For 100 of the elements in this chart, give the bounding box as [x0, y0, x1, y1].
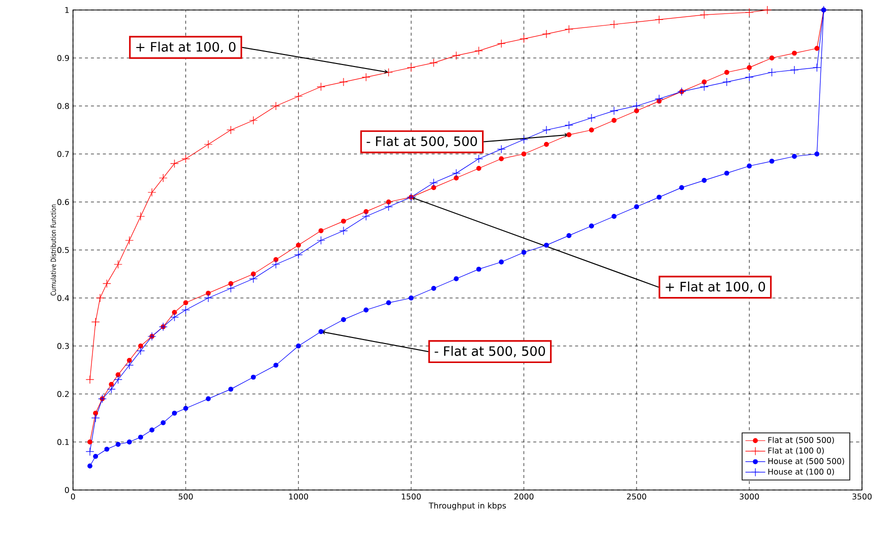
point — [612, 214, 617, 219]
point — [93, 410, 98, 416]
point — [126, 439, 132, 444]
point — [362, 212, 370, 221]
point — [792, 50, 797, 56]
point — [204, 294, 213, 302]
point — [249, 116, 258, 125]
point — [204, 140, 213, 149]
point — [724, 70, 730, 75]
point — [226, 126, 236, 134]
point — [362, 72, 370, 82]
point — [724, 170, 730, 176]
point — [316, 82, 326, 92]
point — [114, 260, 122, 269]
point — [170, 159, 179, 168]
annotation: + Flat at 100, 0 — [136, 42, 236, 54]
point — [406, 63, 416, 72]
point — [656, 194, 662, 200]
point — [125, 236, 134, 245]
point — [544, 142, 549, 147]
point — [763, 6, 772, 14]
point — [564, 120, 574, 130]
point — [316, 236, 326, 245]
point — [181, 306, 190, 314]
point — [814, 46, 820, 51]
point — [474, 154, 484, 164]
point — [722, 78, 732, 86]
point — [384, 68, 393, 77]
point — [566, 132, 572, 138]
point — [136, 212, 145, 221]
point — [172, 410, 177, 416]
point — [250, 271, 256, 276]
point — [250, 374, 256, 380]
point — [429, 58, 438, 68]
point — [431, 185, 436, 190]
point — [610, 20, 618, 29]
point — [183, 406, 188, 411]
point — [610, 106, 618, 116]
point — [497, 39, 506, 48]
point — [172, 310, 177, 315]
point — [226, 284, 236, 293]
point — [126, 358, 132, 363]
point — [452, 168, 461, 178]
point — [498, 259, 504, 264]
point — [249, 274, 258, 284]
point — [136, 346, 145, 356]
point — [521, 151, 526, 156]
point — [364, 209, 369, 214]
point — [612, 118, 617, 123]
point — [341, 218, 346, 224]
point — [318, 329, 324, 334]
point — [125, 360, 134, 370]
point — [384, 202, 393, 212]
point — [521, 250, 526, 255]
point — [339, 226, 348, 236]
point — [364, 307, 369, 312]
point — [564, 24, 574, 34]
point — [91, 318, 100, 326]
point — [183, 300, 188, 306]
point — [746, 65, 752, 70]
point — [520, 135, 528, 144]
point — [386, 199, 392, 204]
point — [294, 250, 303, 260]
point — [745, 8, 754, 17]
point — [542, 30, 551, 38]
point — [498, 156, 504, 162]
point — [86, 447, 94, 456]
point — [792, 154, 797, 159]
point — [700, 10, 708, 20]
point — [107, 384, 116, 394]
point — [87, 463, 92, 468]
point — [769, 55, 774, 60]
point — [634, 204, 640, 210]
annotation: - Flat at 500, 500 — [434, 346, 545, 358]
point — [679, 185, 684, 190]
point — [814, 151, 820, 156]
point — [318, 228, 324, 234]
point — [272, 260, 280, 269]
point — [566, 233, 572, 238]
point — [812, 63, 822, 72]
point — [542, 126, 551, 134]
point — [116, 442, 121, 447]
point — [454, 276, 459, 282]
point — [339, 78, 348, 86]
point — [91, 414, 100, 422]
point — [160, 420, 166, 426]
point — [104, 446, 110, 452]
point — [654, 94, 664, 104]
point — [589, 223, 594, 228]
point — [452, 51, 461, 60]
point — [476, 166, 482, 171]
point — [181, 154, 190, 164]
point — [96, 294, 104, 302]
point — [790, 66, 799, 74]
point — [206, 396, 211, 402]
point — [158, 174, 168, 182]
point — [273, 362, 278, 368]
point — [476, 266, 482, 272]
point — [228, 281, 234, 286]
point — [544, 242, 549, 248]
